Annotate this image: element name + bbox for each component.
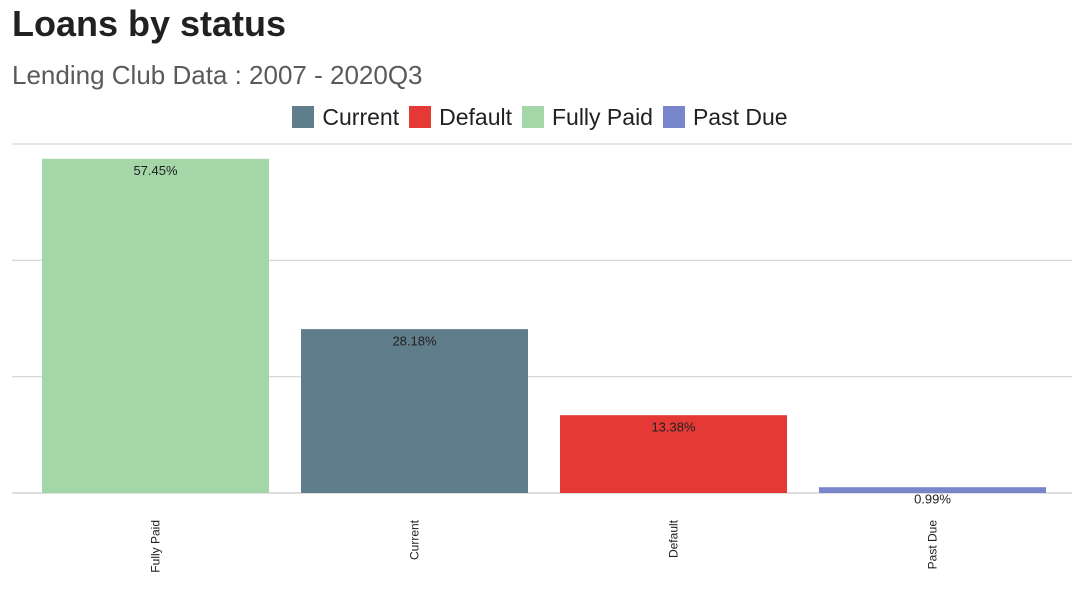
x-tick-label-fully-paid: Fully Paid: [149, 520, 163, 573]
bar-current[interactable]: [301, 329, 528, 493]
legend-swatch-fully-paid: [521, 106, 544, 128]
legend-swatch-current: [292, 106, 315, 128]
legend-swatch-past-due: [662, 106, 685, 128]
bar-past-due[interactable]: [819, 487, 1046, 493]
legend-label-current: Current: [322, 103, 400, 130]
bar-value-label-past-due: 0.99%: [914, 492, 951, 507]
legend-item-current[interactable]: Current: [292, 104, 399, 131]
bar-value-label-current: 28.18%: [392, 334, 437, 349]
legend-label-fully-paid: Fully Paid: [551, 103, 653, 130]
x-tick-label-current: Current: [408, 519, 422, 560]
bar-value-label-fully-paid: 57.45%: [133, 163, 178, 178]
legend-label-past-due: Past Due: [692, 103, 788, 130]
x-tick-label-past-due: Past Due: [926, 520, 940, 570]
legend-item-fully-paid[interactable]: Fully Paid: [521, 103, 653, 131]
bar-default[interactable]: [560, 415, 787, 493]
bar-fully-paid[interactable]: [42, 158, 269, 494]
legend-swatch-default: [409, 106, 432, 128]
chart-title: Loans by status: [12, 3, 287, 44]
legend: Current Default Fully Paid Past Due: [0, 100, 1080, 134]
chart-subtitle: Lending Club Data : 2007 - 2020Q3: [12, 60, 423, 90]
legend-label-default: Default: [439, 103, 512, 130]
legend-item-past-due[interactable]: Past Due: [662, 103, 788, 131]
legend-item-default[interactable]: Default: [409, 104, 512, 131]
x-tick-label-default: Default: [667, 519, 681, 558]
bar-value-label-default: 13.38%: [651, 420, 696, 435]
